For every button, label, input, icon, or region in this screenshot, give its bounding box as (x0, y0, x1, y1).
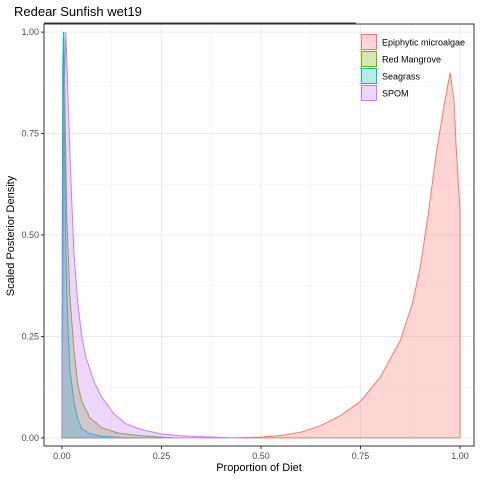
x-tick-label: 0.75 (352, 451, 370, 461)
y-tick-label: 0.50 (21, 230, 39, 240)
legend-label: Red Mangrove (382, 55, 441, 65)
legend-swatch (362, 52, 377, 67)
legend-swatch (362, 69, 377, 84)
y-tick-label: 0.75 (21, 129, 39, 139)
x-tick-label: 0.25 (153, 451, 171, 461)
y-tick-label: 0.00 (21, 433, 39, 443)
legend-swatch (362, 35, 377, 50)
x-tick-label: 0.00 (53, 451, 71, 461)
y-axis-label: Scaled Posterior Density (5, 175, 17, 296)
y-tick-label: 0.25 (21, 331, 39, 341)
y-tick-label: 1.00 (21, 27, 39, 37)
chart-title: Redear Sunfish wet19 (14, 4, 142, 19)
legend-label: Epiphytic microalgae (382, 38, 465, 48)
x-axis-label: Proportion of Diet (216, 462, 302, 474)
legend-label: SPOM (382, 89, 409, 99)
legend-label: Seagrass (382, 72, 421, 82)
legend-swatch (362, 86, 377, 101)
x-tick-label: 1.00 (451, 451, 469, 461)
x-tick-label: 0.50 (252, 451, 270, 461)
